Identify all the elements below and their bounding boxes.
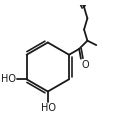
Text: O: O [82, 60, 89, 70]
Text: HO: HO [41, 103, 56, 113]
Text: HO: HO [1, 74, 16, 84]
